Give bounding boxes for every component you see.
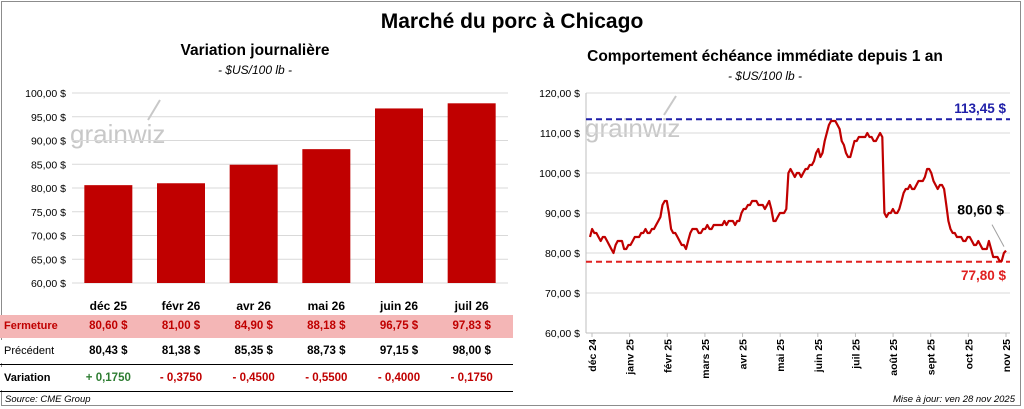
x-tick-label: oct 25 xyxy=(963,339,975,370)
table-row: Précédent 80,43 $ 81,38 $ 85,35 $ 88,73 $ 97,… xyxy=(0,340,513,363)
x-tick-label: juil 25 xyxy=(850,339,862,370)
bar xyxy=(84,185,133,283)
y-tick-label: 90,00 $ xyxy=(545,208,580,220)
table-divider xyxy=(0,391,513,392)
table-cell: 98,00 $ xyxy=(452,345,491,357)
x-tick-label: avr 25 xyxy=(738,339,750,370)
x-tick-label: juil 26 xyxy=(454,299,489,313)
table-cell: - 0,1750 xyxy=(450,372,493,384)
y-tick-label: 70,00 $ xyxy=(545,288,580,300)
main-title: Marché du porc à Chicago xyxy=(380,10,644,33)
row-label: Fermeture xyxy=(4,320,58,332)
table-cell: - 0,4000 xyxy=(377,372,421,384)
y-tick-label: 65,00 $ xyxy=(31,254,66,266)
update-note: Mise à jour: ven 28 nov 2025 xyxy=(893,394,1015,405)
table-cell: - 0,3750 xyxy=(159,372,203,384)
y-tick-label: 110,00 $ xyxy=(540,128,580,140)
x-tick-label: mars 25 xyxy=(700,339,712,379)
price-series-line xyxy=(588,119,1007,263)
table-cell: + 0,1750 xyxy=(85,372,131,384)
table-cell: 80,43 $ xyxy=(89,345,128,357)
x-tick-label: juin 25 xyxy=(813,339,825,373)
y-tick-label: 100,00 $ xyxy=(25,88,66,100)
y-tick-label: 95,00 $ xyxy=(31,112,66,124)
table-cell: 81,00 $ xyxy=(161,320,201,332)
table-cell: 85,35 $ xyxy=(234,345,273,357)
table-cell: 97,15 $ xyxy=(379,345,419,357)
y-tick-label: 75,00 $ xyxy=(31,207,66,219)
bar xyxy=(375,108,423,283)
reference-label: 113,45 $ xyxy=(954,101,1006,116)
table-cell: 88,18 $ xyxy=(307,320,346,332)
watermark-mark xyxy=(663,95,677,116)
last-value-label: 80,60 $ xyxy=(957,202,1004,218)
table-cell: - 0,5500 xyxy=(305,372,348,384)
watermark-mark xyxy=(147,99,161,121)
x-tick-label: févr 26 xyxy=(162,299,201,313)
table-cell: 84,90 $ xyxy=(234,320,273,332)
table-divider xyxy=(0,364,513,365)
right-chart-title: Comportement échéance immédiate depuis 1… xyxy=(587,48,943,65)
y-tick-label: 70,00 $ xyxy=(31,231,66,243)
x-tick-label: déc 25 xyxy=(90,299,128,313)
left-chart-title: Variation journalière xyxy=(180,42,330,59)
row-label: Variation xyxy=(4,372,51,384)
table-cell: 80,60 $ xyxy=(89,320,128,332)
x-tick-label: juin 26 xyxy=(379,299,418,313)
x-tick-label: mai 25 xyxy=(775,339,787,372)
row-label: Précédent xyxy=(4,345,55,357)
x-tick-label: févr 25 xyxy=(662,339,674,373)
x-tick-label: sept 25 xyxy=(926,339,938,375)
y-tick-label: 60,00 $ xyxy=(31,278,66,290)
x-tick-label: janv 25 xyxy=(625,339,637,376)
bar xyxy=(447,103,496,284)
table-row: Fermeture 80,60 $ 81,00 $ 84,90 $ 88,18 $ 96,… xyxy=(0,315,513,338)
y-tick-label: 120,00 $ xyxy=(539,88,580,100)
y-tick-label: 85,00 $ xyxy=(31,159,66,171)
right-chart-unit: - $US/100 lb - xyxy=(727,69,803,83)
left-bar-chart: grainwiz 60,00 $ 65,00 $ 70,00 $ 75,00 $ 80,… xyxy=(25,88,508,313)
y-tick-label: 100,00 $ xyxy=(539,168,580,180)
table-cell: 96,75 $ xyxy=(379,320,419,332)
x-tick-label: déc 24 xyxy=(587,339,599,372)
table-cell: 81,38 $ xyxy=(161,345,201,357)
reference-label: 77,80 $ xyxy=(961,268,1007,283)
table-cell: 88,73 $ xyxy=(307,345,346,357)
leader-line xyxy=(991,224,1005,247)
x-tick-label: mai 26 xyxy=(308,299,346,313)
bar xyxy=(157,183,205,283)
x-tick-label: août 25 xyxy=(888,339,900,376)
y-tick-label: 90,00 $ xyxy=(31,136,66,148)
left-chart-unit: - $US/100 lb - xyxy=(217,63,293,77)
x-tick-label: nov 25 xyxy=(1001,339,1013,372)
source-note: Source: CME Group xyxy=(5,394,91,405)
watermark: grainwiz xyxy=(70,119,165,149)
bar xyxy=(229,164,278,283)
table-cell: 97,83 $ xyxy=(452,320,491,332)
table-cell: - 0,4500 xyxy=(232,372,275,384)
bar xyxy=(302,149,351,283)
y-tick-label: 80,00 $ xyxy=(31,183,66,195)
y-tick-label: 60,00 $ xyxy=(545,328,580,340)
watermark: grainwiz xyxy=(585,113,680,143)
x-tick-label: avr 26 xyxy=(236,299,271,313)
table-row: Variation + 0,1750 - 0,3750 - 0,4500 - 0,550… xyxy=(0,367,513,390)
y-tick-label: 80,00 $ xyxy=(545,248,580,260)
